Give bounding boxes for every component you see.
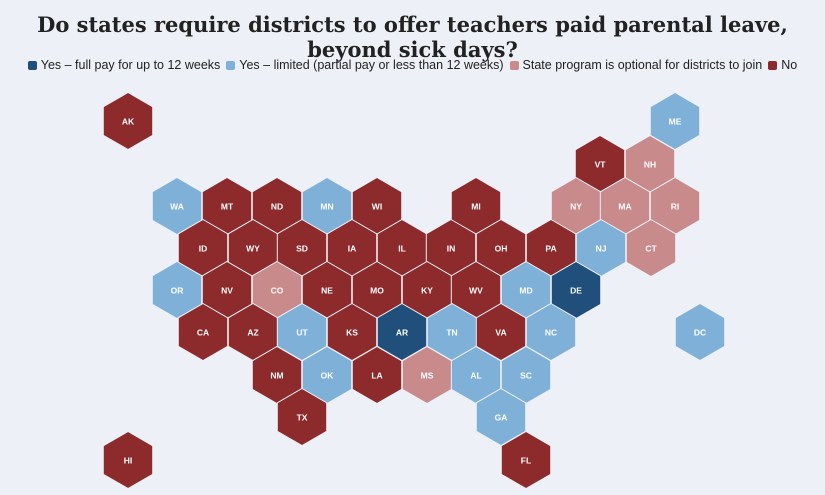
- state-label: PA: [545, 243, 556, 253]
- state-label: TN: [446, 327, 457, 337]
- state-hex: [102, 430, 154, 490]
- state-label: GA: [495, 412, 508, 422]
- state-label: WV: [469, 285, 483, 295]
- state-label: SC: [520, 370, 532, 380]
- state-label: OK: [321, 370, 335, 380]
- state-hex: [500, 430, 552, 490]
- state-label: IN: [447, 243, 456, 253]
- state-label: HI: [124, 455, 133, 465]
- state-hex: [351, 345, 403, 405]
- state-label: MA: [618, 201, 631, 211]
- state-label: RI: [671, 201, 680, 211]
- state-label: NY: [570, 201, 582, 211]
- state-label: CT: [645, 243, 657, 253]
- state-label: AZ: [247, 327, 258, 337]
- state-hex: [674, 302, 726, 362]
- state-label: DC: [694, 327, 706, 337]
- title: Do states require districts to offer tea…: [37, 12, 788, 62]
- legend-swatch: [768, 60, 778, 70]
- state-label: MS: [421, 370, 434, 380]
- legend: Yes – full pay for up to 12 weeks Yes – l…: [0, 58, 825, 72]
- state-label: LA: [371, 370, 382, 380]
- state-label: WA: [170, 201, 184, 211]
- state-label: CA: [197, 327, 209, 337]
- state-label: OR: [171, 285, 184, 295]
- state-label: AK: [122, 116, 135, 126]
- legend-label: State program is optional for districts …: [522, 58, 763, 72]
- state-label: TX: [297, 412, 308, 422]
- state-label: ID: [199, 243, 208, 253]
- state-label: ND: [271, 201, 283, 211]
- state-label: AR: [396, 327, 408, 337]
- state-label: MD: [519, 285, 532, 295]
- legend-item: State program is optional for districts …: [509, 58, 763, 72]
- state-label: VT: [595, 159, 607, 169]
- state-label: CO: [271, 285, 284, 295]
- state-hex: [177, 302, 229, 362]
- state-label: AL: [470, 370, 481, 380]
- state-label: MI: [471, 201, 480, 211]
- state-label: KY: [421, 285, 433, 295]
- state-hex: [276, 387, 328, 447]
- legend-label: Yes – full pay for up to 12 weeks: [40, 58, 221, 72]
- state-label: MN: [320, 201, 333, 211]
- state-hex: [625, 218, 677, 278]
- state-label: IL: [398, 243, 406, 253]
- state-label: NH: [644, 159, 656, 169]
- state-label: UT: [296, 327, 308, 337]
- state-hex: [151, 176, 203, 236]
- state-label: SD: [296, 243, 308, 253]
- state-label: NV: [221, 285, 233, 295]
- state-hex: [151, 260, 203, 320]
- state-label: MO: [370, 285, 384, 295]
- state-label: OH: [495, 243, 508, 253]
- state-label: KS: [346, 327, 358, 337]
- legend-label: No: [781, 58, 798, 72]
- state-label: NE: [321, 285, 333, 295]
- state-label: IA: [348, 243, 357, 253]
- state-label: WI: [372, 201, 382, 211]
- state-label: VA: [495, 327, 506, 337]
- state-label: WY: [246, 243, 260, 253]
- legend-swatch: [509, 60, 519, 70]
- legend-item: No: [768, 58, 797, 72]
- state-label: DE: [570, 285, 582, 295]
- state-label: NM: [270, 370, 283, 380]
- legend-swatch: [226, 60, 236, 70]
- state-label: FL: [521, 455, 531, 465]
- state-label: ME: [669, 116, 682, 126]
- state-hex: [102, 91, 154, 151]
- legend-swatch: [27, 60, 37, 70]
- legend-item: Yes – limited (partial pay or less than …: [226, 58, 504, 72]
- legend-item: Yes – full pay for up to 12 weeks: [27, 58, 221, 72]
- state-label: NJ: [596, 243, 607, 253]
- state-label: NC: [545, 327, 557, 337]
- legend-label: Yes – limited (partial pay or less than …: [239, 58, 504, 72]
- state-label: MT: [221, 201, 234, 211]
